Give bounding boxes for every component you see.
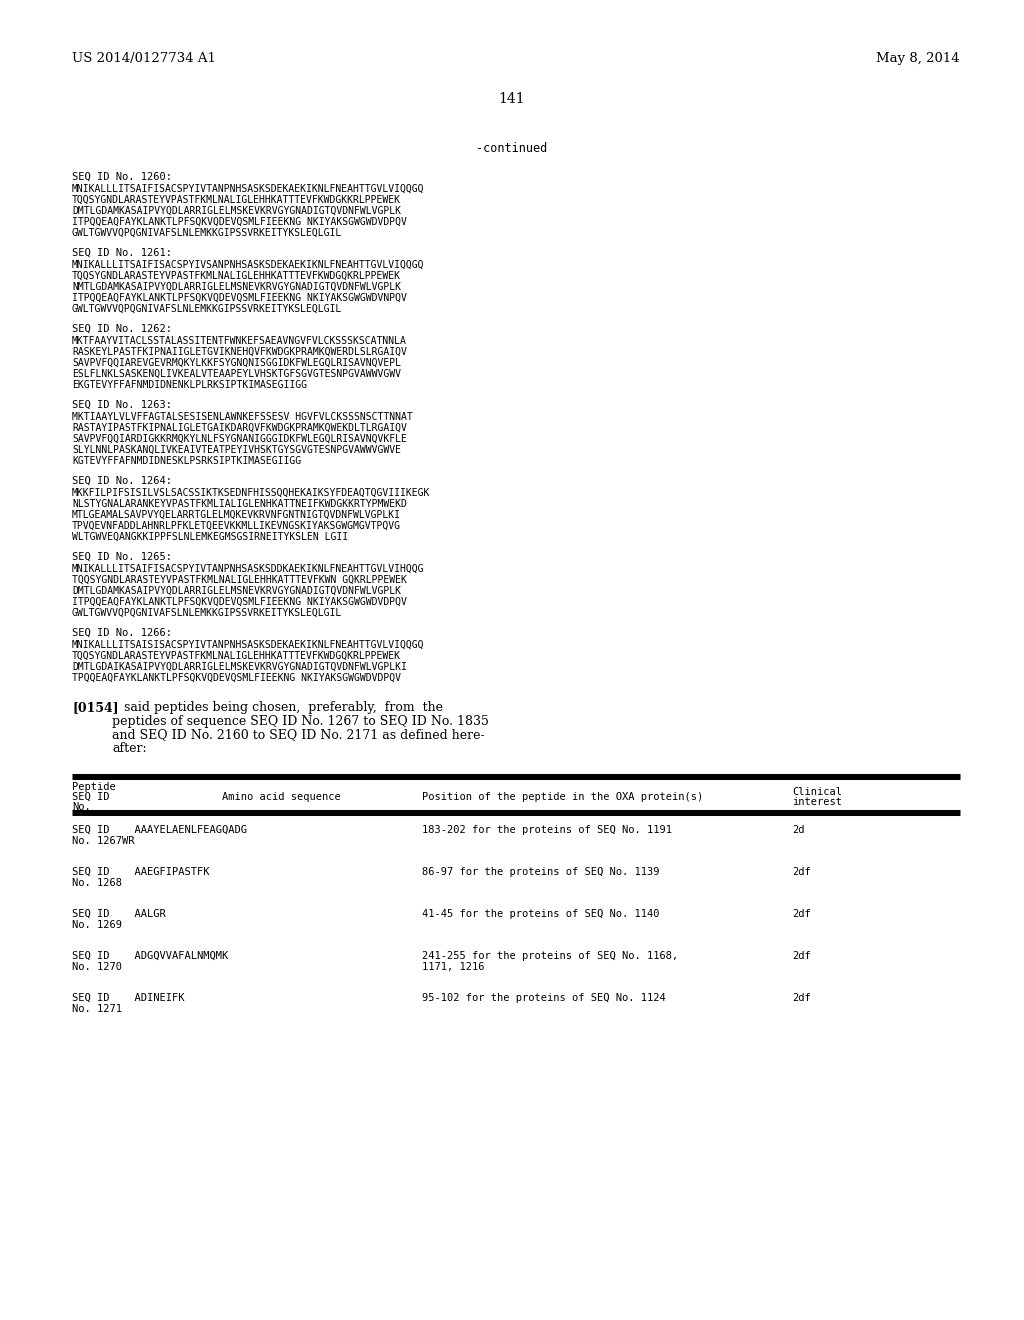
Text: GWLTGWVVQPQGNIVAFSLNLEMKKGIPSSVRKEITYKSLEQLGIL: GWLTGWVVQPQGNIVAFSLNLEMKKGIPSSVRKEITYKSL…	[72, 609, 342, 618]
Text: TQQSYGNDLARASTEYVPASTFKMLNALIGLEHHKATTTEVFKWDGKKRLPPEWEK: TQQSYGNDLARASTEYVPASTFKMLNALIGLEHHKATTTE…	[72, 195, 401, 205]
Text: SLYLNNLPASKANQLIVKEAIVTEATPEYIVHSKTGYSGVGTESNPGVAWWVGWVE: SLYLNNLPASKANQLIVKEAIVTEATPEYIVHSKTGYSGV…	[72, 445, 401, 455]
Text: interest: interest	[792, 797, 842, 807]
Text: TPQQEAQFAYKLANKTLPFSQKVQDEVQSMLFIEEKNG NKIYAKSGWGWDVDPQV: TPQQEAQFAYKLANKTLPFSQKVQDEVQSMLFIEEKNG N…	[72, 673, 401, 682]
Text: SEQ ID No. 1262:: SEQ ID No. 1262:	[72, 323, 172, 334]
Text: MKTIAAYLVLVFFAGTALSESISENLAWNKEFSSESV HGVFVLCKSSSNSCTTNNAT: MKTIAAYLVLVFFAGTALSESISENLAWNKEFSSESV HG…	[72, 412, 413, 422]
Text: SEQ ID    AAEGFIPASTFK: SEQ ID AAEGFIPASTFK	[72, 867, 210, 876]
Text: May 8, 2014: May 8, 2014	[877, 51, 961, 65]
Text: Amino acid sequence: Amino acid sequence	[222, 792, 341, 803]
Text: 241-255 for the proteins of SEQ No. 1168,: 241-255 for the proteins of SEQ No. 1168…	[422, 950, 678, 961]
Text: SEQ ID: SEQ ID	[72, 792, 110, 803]
Text: SAVPVFQQIARDIGKKRMQKYLNLFSYGNANIGGGIDKFWLEGQLRISAVNQVKFLE: SAVPVFQQIARDIGKKRMQKYLNLFSYGNANIGGGIDKFW…	[72, 434, 407, 444]
Text: 2d: 2d	[792, 825, 805, 836]
Text: SEQ ID    AAAYELAENLFEAGQADG: SEQ ID AAAYELAENLFEAGQADG	[72, 825, 247, 836]
Text: SEQ ID No. 1264:: SEQ ID No. 1264:	[72, 477, 172, 486]
Text: Clinical: Clinical	[792, 787, 842, 797]
Text: NMTLGDAMKASAIPVYQDLARRIGLELMSNEVKRVGYGNADIGTQVDNFWLVGPLK: NMTLGDAMKASAIPVYQDLARRIGLELMSNEVKRVGYGNA…	[72, 282, 401, 292]
Text: TQQSYGNDLARASTEYVPASTFKMLNALIGLEHHKATTTEVFKWN GQKRLPPEWEK: TQQSYGNDLARASTEYVPASTFKMLNALIGLEHHKATTTE…	[72, 576, 407, 585]
Text: MTLGEAMALSAVPVYQELARRTGLELMQKEVKRVNFGNTNIGTQVDNFWLVGPLKI: MTLGEAMALSAVPVYQELARRTGLELMQKEVKRVNFGNTN…	[72, 510, 401, 520]
Text: No. 1270: No. 1270	[72, 962, 122, 972]
Text: KGTEVYFFAFNMDIDNESKLPSRKSIPTKIMASEGIIGG: KGTEVYFFAFNMDIDNESKLPSRKSIPTKIMASEGIIGG	[72, 455, 301, 466]
Text: RASKEYLPASTFKIPNAIIGLETGVIKNEHQVFKWDGKPRAMKQWERDLSLRGAIQV: RASKEYLPASTFKIPNAIIGLETGVIKNEHQVFKWDGKPR…	[72, 347, 407, 356]
Text: SEQ ID No. 1263:: SEQ ID No. 1263:	[72, 400, 172, 411]
Text: Position of the peptide in the OXA protein(s): Position of the peptide in the OXA prote…	[422, 792, 703, 803]
Text: SEQ ID No. 1265:: SEQ ID No. 1265:	[72, 552, 172, 562]
Text: SEQ ID No. 1261:: SEQ ID No. 1261:	[72, 248, 172, 257]
Text: US 2014/0127734 A1: US 2014/0127734 A1	[72, 51, 216, 65]
Text: SEQ ID    AALGR: SEQ ID AALGR	[72, 909, 166, 919]
Text: 2df: 2df	[792, 867, 811, 876]
Text: MNIKALLLITSAISISACSPYIVTANPNHSASKSDEKAEKIKNLFNEAHTTGVLVIQQGQ: MNIKALLLITSAISISACSPYIVTANPNHSASKSDEKAEK…	[72, 640, 425, 649]
Text: 86-97 for the proteins of SEQ No. 1139: 86-97 for the proteins of SEQ No. 1139	[422, 867, 659, 876]
Text: MNIKALLLITSAIFISACSPYIVTANPNHSASKSDDKAEKIKNLFNEAHTTGVLVIHQQG: MNIKALLLITSAIFISACSPYIVTANPNHSASKSDDKAEK…	[72, 564, 425, 574]
Text: ITPQQEAQFAYKLANKTLPFSQKVQDEVQSMLFIEEKNG NKIYAKSGWGWDVNPQV: ITPQQEAQFAYKLANKTLPFSQKVQDEVQSMLFIEEKNG …	[72, 293, 407, 304]
Text: MNIKALLLITSAIFISACSPYIVTANPNHSASKSDEKAEKIKNLFNEAHTTGVLVIQQGQ: MNIKALLLITSAIFISACSPYIVTANPNHSASKSDEKAEK…	[72, 183, 425, 194]
Text: 1171, 1216: 1171, 1216	[422, 962, 484, 972]
Text: and SEQ ID No. 2160 to SEQ ID No. 2171 as defined here-: and SEQ ID No. 2160 to SEQ ID No. 2171 a…	[112, 729, 484, 741]
Text: No. 1271: No. 1271	[72, 1005, 122, 1014]
Text: No. 1268: No. 1268	[72, 878, 122, 888]
Text: after:: after:	[112, 742, 146, 755]
Text: ITPQQEAQFAYKLANKTLPFSQKVQDEVQSMLFIEEKNG NKIYAKSGWGWDVDPQV: ITPQQEAQFAYKLANKTLPFSQKVQDEVQSMLFIEEKNG …	[72, 597, 407, 607]
Text: No. 1269: No. 1269	[72, 920, 122, 931]
Text: No. 1267WR: No. 1267WR	[72, 836, 134, 846]
Text: [0154]: [0154]	[72, 701, 119, 714]
Text: said peptides being chosen,  preferably,  from  the: said peptides being chosen, preferably, …	[112, 701, 443, 714]
Text: ITPQQEAQFAYKLANKTLPFSQKVQDEVQSMLFIEEKNG NKIYAKSGWGWDVDPQV: ITPQQEAQFAYKLANKTLPFSQKVQDEVQSMLFIEEKNG …	[72, 216, 407, 227]
Text: 2df: 2df	[792, 909, 811, 919]
Text: 95-102 for the proteins of SEQ No. 1124: 95-102 for the proteins of SEQ No. 1124	[422, 993, 666, 1003]
Text: No.: No.	[72, 803, 91, 812]
Text: ESLFLNKLSASKENQLIVKEALVTEAAPEYLVHSKTGFSGVGTESNPGVAWWVGWV: ESLFLNKLSASKENQLIVKEALVTEAAPEYLVHSKTGFSG…	[72, 370, 401, 379]
Text: TQQSYGNDLARASTEYVPASTFKMLNALIGLEHHKATTTEVFKWDGQKRLPPEWEK: TQQSYGNDLARASTEYVPASTFKMLNALIGLEHHKATTTE…	[72, 271, 401, 281]
Text: TQQSYGNDLARASTEYVPASTFKMLNALIGLEHHKATTTEVFKWDGQKRLPPEWEK: TQQSYGNDLARASTEYVPASTFKMLNALIGLEHHKATTTE…	[72, 651, 401, 661]
Text: Peptide: Peptide	[72, 781, 116, 792]
Text: MKKFILPIFSISILVSLSACSSIKTKSEDNFHISSQQHEKAIKSYFDEAQTQGVIIIKEGK: MKKFILPIFSISILVSLSACSSIKTKSEDNFHISSQQHEK…	[72, 488, 430, 498]
Text: MNIKALLLITSAIFISACSPYIVSANPNHSASKSDEKAEKIKNLFNEAHTTGVLVIQQGQ: MNIKALLLITSAIFISACSPYIVSANPNHSASKSDEKAEK…	[72, 260, 425, 271]
Text: NLSTYGNALARANKEYVPASTFKMLIALIGLENHKATTNEIFKWDGKKRTYPMWEKD: NLSTYGNALARANKEYVPASTFKMLIALIGLENHKATTNE…	[72, 499, 407, 510]
Text: 2df: 2df	[792, 993, 811, 1003]
Text: RASTAYIPASTFKIPNALIGLETGAIKDARQVFKWDGKPRAMKQWEKDLTLRGAIQV: RASTAYIPASTFKIPNALIGLETGAIKDARQVFKWDGKPR…	[72, 422, 407, 433]
Text: peptides of sequence SEQ ID No. 1267 to SEQ ID No. 1835: peptides of sequence SEQ ID No. 1267 to …	[112, 714, 488, 727]
Text: TPVQEVNFADDLAHNRLPFKLETQEEVKKMLLIKEVNGSKIYAKSGWGMGVTPQVG: TPVQEVNFADDLAHNRLPFKLETQEEVKKMLLIKEVNGSK…	[72, 521, 401, 531]
Text: SAVPVFQQIAREVGEVRMQKYLKKFSYGNQNISGGIDKFWLEGQLRISAVNQVEPL: SAVPVFQQIAREVGEVRMQKYLKKFSYGNQNISGGIDKFW…	[72, 358, 401, 368]
Text: 41-45 for the proteins of SEQ No. 1140: 41-45 for the proteins of SEQ No. 1140	[422, 909, 659, 919]
Text: EKGTEVYFFAFNMDIDNENKLPLRKSIPTKIMASEGIIGG: EKGTEVYFFAFNMDIDNENKLPLRKSIPTKIMASEGIIGG	[72, 380, 307, 389]
Text: WLTGWVEQANGKKIPPFSLNLEMKEGMSGSIRNEITYKSLEN LGII: WLTGWVEQANGKKIPPFSLNLEMKEGMSGSIRNEITYKSL…	[72, 532, 348, 543]
Text: DMTLGDAMKASAIPVYQDLARRIGLELMSNEVKRVGYGNADIGTQVDNFWLVGPLK: DMTLGDAMKASAIPVYQDLARRIGLELMSNEVKRVGYGNA…	[72, 586, 401, 597]
Text: 183-202 for the proteins of SEQ No. 1191: 183-202 for the proteins of SEQ No. 1191	[422, 825, 672, 836]
Text: SEQ ID No. 1266:: SEQ ID No. 1266:	[72, 628, 172, 638]
Text: SEQ ID No. 1260:: SEQ ID No. 1260:	[72, 172, 172, 182]
Text: MKTFAAYVITACLSSTALASSITENTFWNKEFSAEAVNGVFVLCKSSSKSCATNNLA: MKTFAAYVITACLSSTALASSITENTFWNKEFSAEAVNGV…	[72, 337, 407, 346]
Text: GWLTGWVVQPQGNIVAFSLNLEMKKGIPSSVRKEITYKSLEQLGIL: GWLTGWVVQPQGNIVAFSLNLEMKKGIPSSVRKEITYKSL…	[72, 228, 342, 238]
Text: GWLTGWVVQPQGNIVAFSLNLEMKKGIPSSVRKEITYKSLEQLGIL: GWLTGWVVQPQGNIVAFSLNLEMKKGIPSSVRKEITYKSL…	[72, 304, 342, 314]
Text: 141: 141	[499, 92, 525, 106]
Text: DMTLGDAMKASAIPVYQDLARRIGLELMSKEVKRVGYGNADIGTQVDNFWLVGPLK: DMTLGDAMKASAIPVYQDLARRIGLELMSKEVKRVGYGNA…	[72, 206, 401, 216]
Text: SEQ ID    ADGQVVAFALNMQMK: SEQ ID ADGQVVAFALNMQMK	[72, 950, 228, 961]
Text: -continued: -continued	[476, 143, 548, 154]
Text: SEQ ID    ADINEIFK: SEQ ID ADINEIFK	[72, 993, 184, 1003]
Text: 2df: 2df	[792, 950, 811, 961]
Text: DMTLGDAIKASAIPVYQDLARRIGLELMSKEVKRVGYGNADIGTQVDNFWLVGPLKI: DMTLGDAIKASAIPVYQDLARRIGLELMSKEVKRVGYGNA…	[72, 663, 407, 672]
